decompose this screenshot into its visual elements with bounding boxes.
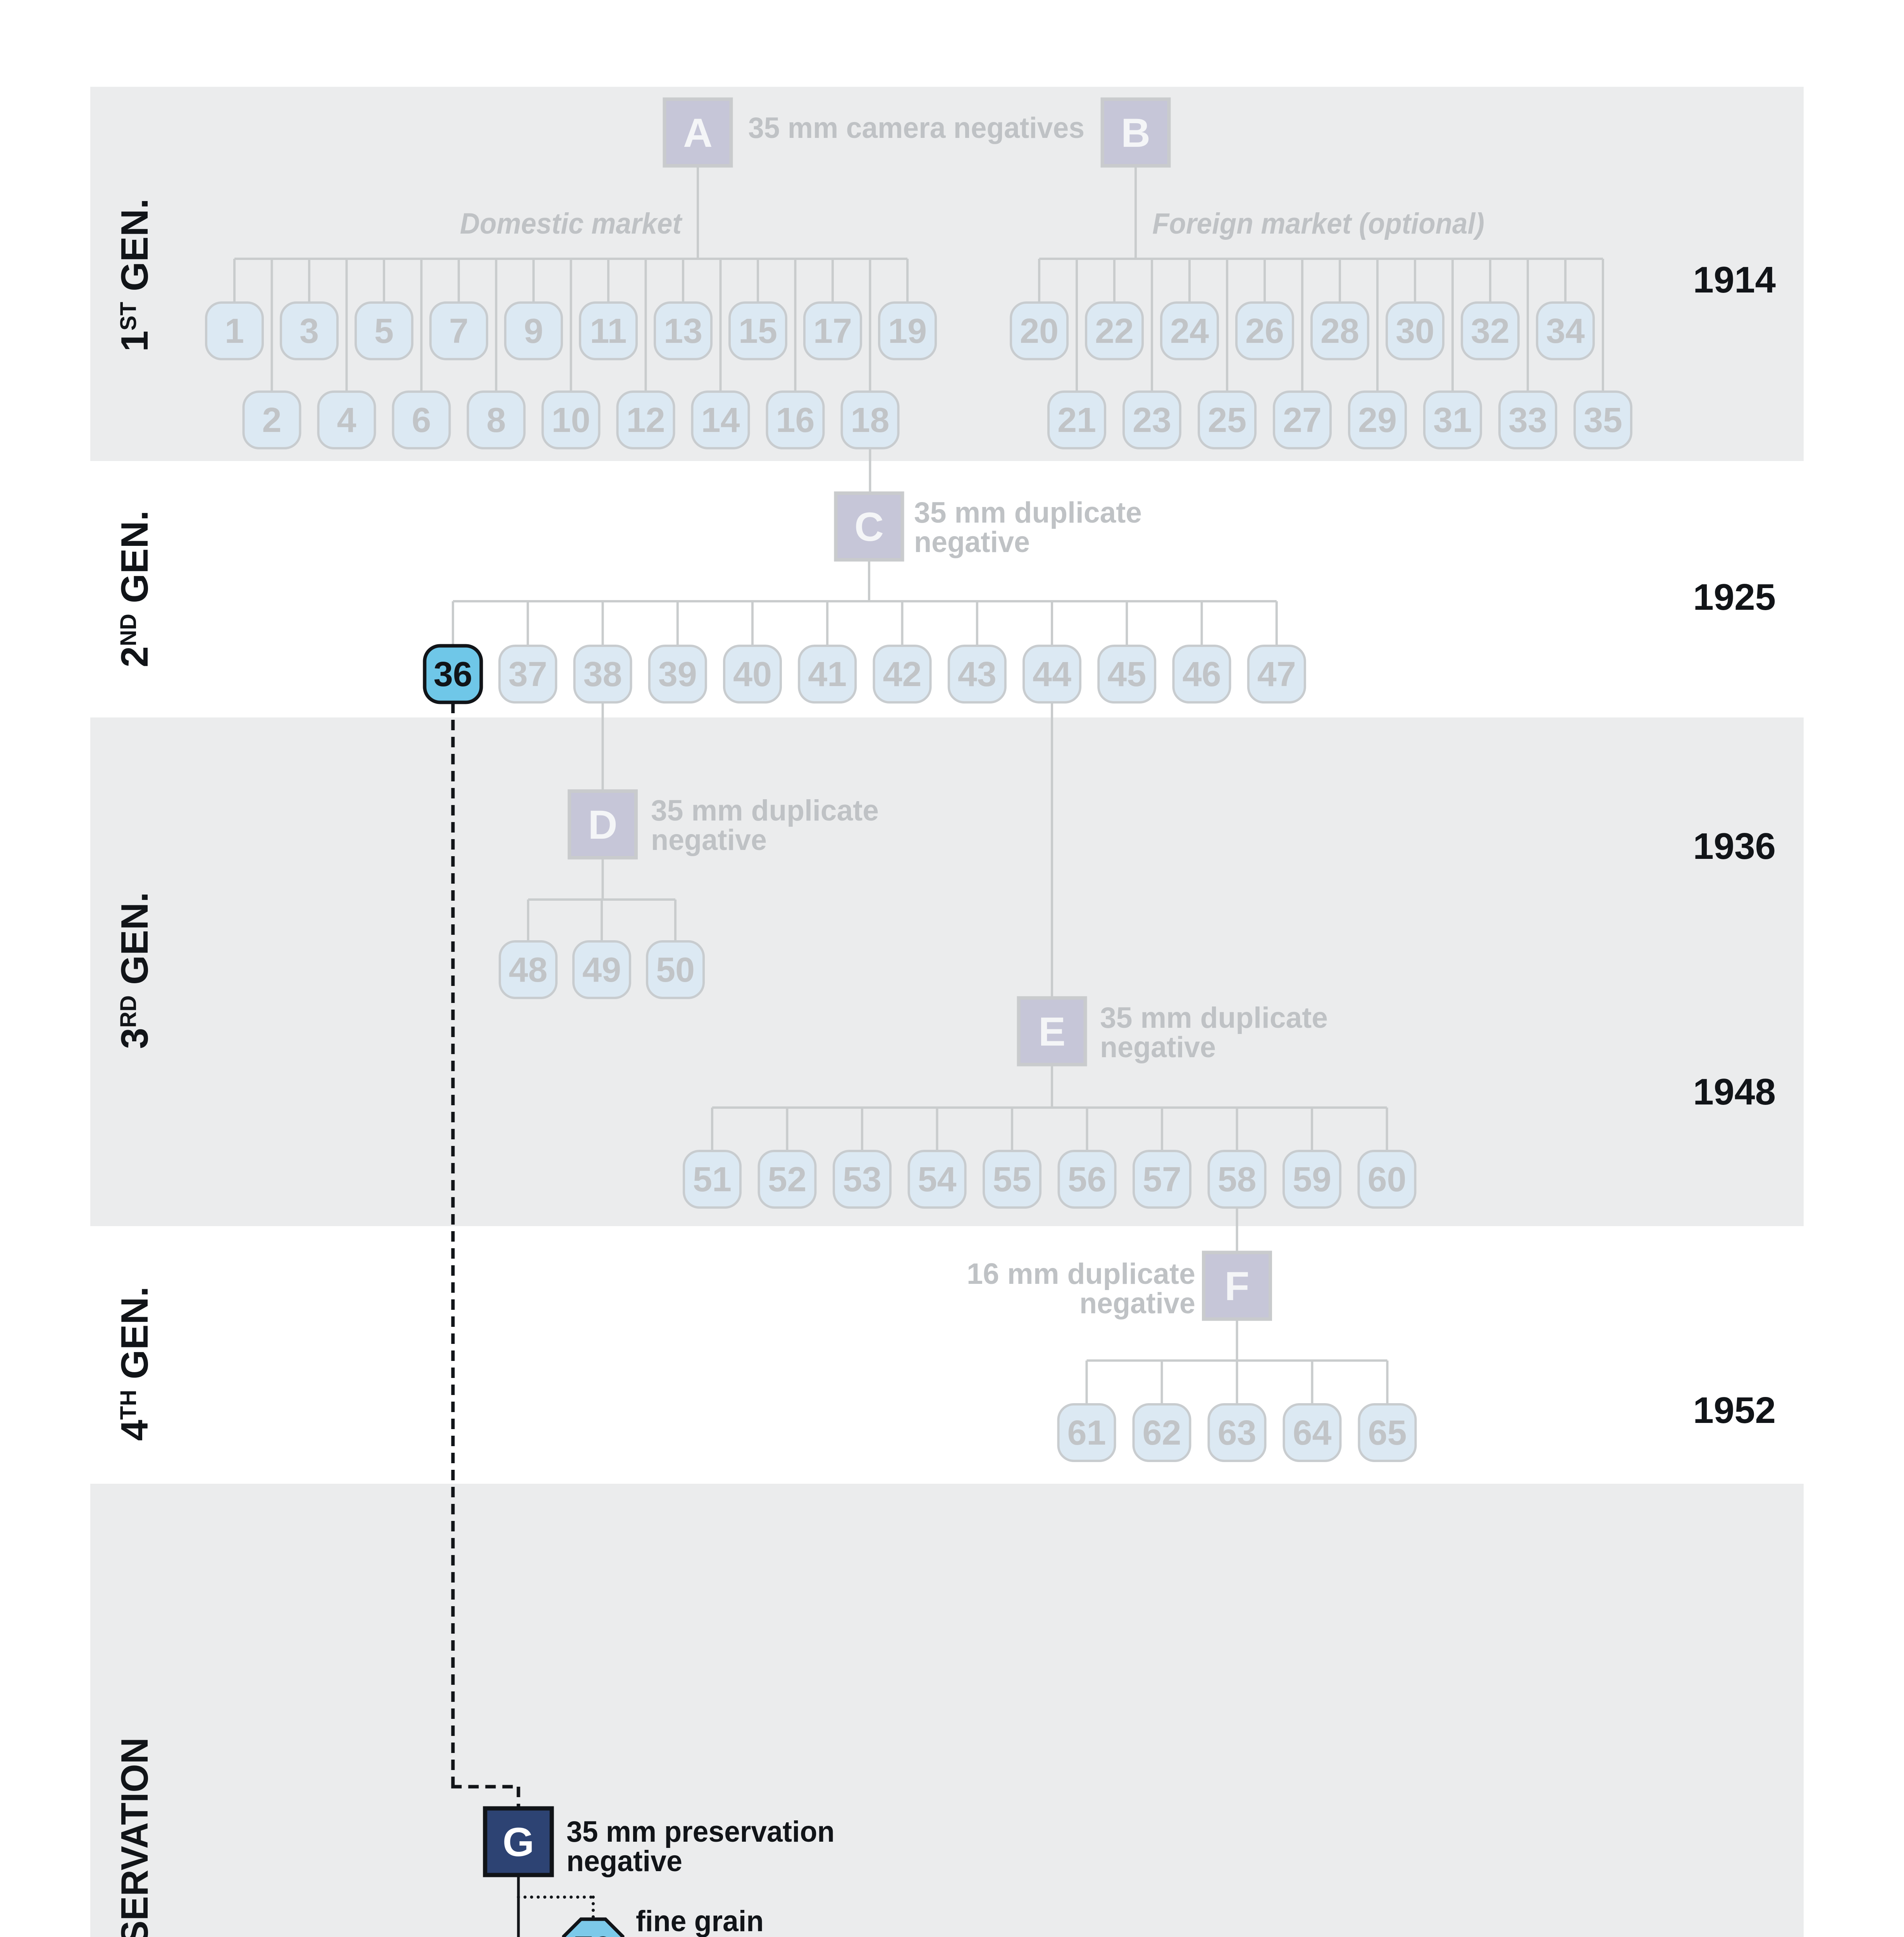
svg-text:8: 8 [486, 401, 506, 440]
svg-text:fine grain: fine grain [636, 1905, 764, 1937]
svg-text:23: 23 [1133, 401, 1171, 440]
svg-text:40: 40 [733, 655, 772, 694]
svg-text:58: 58 [1217, 1160, 1256, 1199]
svg-text:43: 43 [958, 655, 997, 694]
svg-text:18: 18 [850, 401, 889, 440]
svg-text:negative: negative [1100, 1031, 1216, 1064]
svg-text:1914: 1914 [1693, 259, 1776, 301]
svg-text:35 mm duplicate: 35 mm duplicate [1100, 1001, 1328, 1034]
svg-text:27: 27 [1283, 401, 1322, 440]
svg-text:C: C [854, 504, 884, 550]
svg-text:38: 38 [583, 655, 622, 694]
svg-text:F: F [1224, 1264, 1249, 1309]
svg-text:44: 44 [1033, 655, 1071, 694]
svg-text:30: 30 [1396, 312, 1434, 351]
svg-text:G: G [503, 1820, 534, 1865]
svg-text:6: 6 [411, 401, 431, 440]
svg-text:22: 22 [1095, 312, 1134, 351]
svg-text:Domestic market: Domestic market [460, 207, 683, 240]
svg-text:16 mm duplicate: 16 mm duplicate [967, 1258, 1195, 1290]
svg-text:48: 48 [509, 951, 547, 989]
svg-text:51: 51 [693, 1160, 732, 1199]
svg-text:3RD GEN.: 3RD GEN. [113, 892, 156, 1049]
svg-text:11: 11 [590, 312, 627, 351]
svg-text:34: 34 [1546, 312, 1585, 351]
svg-text:9: 9 [524, 312, 543, 351]
svg-text:24: 24 [1170, 312, 1209, 351]
svg-text:16: 16 [776, 401, 814, 440]
svg-text:28: 28 [1320, 312, 1359, 351]
svg-text:37: 37 [508, 655, 547, 694]
svg-text:negative: negative [1079, 1287, 1195, 1320]
svg-text:1952: 1952 [1693, 1390, 1776, 1431]
svg-text:21: 21 [1057, 401, 1096, 440]
svg-text:1936: 1936 [1693, 826, 1776, 867]
svg-text:49: 49 [582, 951, 621, 989]
svg-text:Foreign market (optional): Foreign market (optional) [1152, 207, 1484, 240]
svg-text:14: 14 [701, 401, 740, 440]
svg-text:4: 4 [337, 401, 356, 440]
svg-text:3: 3 [300, 312, 319, 351]
svg-text:2: 2 [262, 401, 281, 440]
svg-text:1948: 1948 [1693, 1071, 1776, 1113]
svg-text:60: 60 [1367, 1160, 1406, 1199]
svg-text:10: 10 [551, 401, 590, 440]
svg-text:negative: negative [651, 824, 767, 857]
svg-text:31: 31 [1433, 401, 1472, 440]
svg-text:26: 26 [1245, 312, 1284, 351]
svg-text:33: 33 [1508, 401, 1547, 440]
svg-text:negative: negative [914, 526, 1030, 559]
svg-text:E: E [1038, 1009, 1066, 1055]
svg-text:B: B [1121, 110, 1150, 156]
svg-text:46: 46 [1182, 655, 1221, 694]
svg-text:19: 19 [888, 312, 927, 351]
svg-text:13: 13 [664, 312, 702, 351]
svg-text:35 mm duplicate: 35 mm duplicate [651, 794, 879, 827]
svg-text:47: 47 [1257, 655, 1296, 694]
svg-text:70: 70 [574, 1930, 613, 1937]
svg-text:45: 45 [1107, 655, 1146, 694]
svg-text:1: 1 [225, 312, 244, 351]
svg-text:50: 50 [656, 951, 695, 989]
svg-text:57: 57 [1143, 1160, 1181, 1199]
svg-text:62: 62 [1142, 1414, 1181, 1452]
svg-text:53: 53 [843, 1160, 881, 1199]
svg-text:52: 52 [768, 1160, 806, 1199]
svg-text:65: 65 [1368, 1414, 1406, 1452]
svg-text:41: 41 [808, 655, 847, 694]
svg-text:20: 20 [1020, 312, 1059, 351]
svg-text:35: 35 [1584, 401, 1622, 440]
svg-text:64: 64 [1293, 1414, 1331, 1452]
svg-text:master: master [636, 1933, 731, 1937]
svg-text:56: 56 [1067, 1160, 1106, 1199]
svg-text:2ND GEN.: 2ND GEN. [113, 510, 156, 667]
svg-text:63: 63 [1217, 1414, 1256, 1452]
svg-text:54: 54 [918, 1160, 956, 1199]
svg-text:5: 5 [374, 312, 394, 351]
svg-text:D: D [588, 802, 618, 848]
svg-text:1925: 1925 [1693, 576, 1776, 618]
svg-text:32: 32 [1471, 312, 1510, 351]
svg-text:59: 59 [1293, 1160, 1331, 1199]
svg-text:61: 61 [1067, 1414, 1106, 1452]
svg-text:negative: negative [566, 1845, 682, 1878]
svg-text:36: 36 [434, 655, 472, 694]
svg-text:PRESERVATION: PRESERVATION [113, 1737, 156, 1937]
svg-text:A: A [683, 110, 713, 156]
svg-text:15: 15 [739, 312, 777, 351]
svg-text:29: 29 [1358, 401, 1397, 440]
svg-text:7: 7 [449, 312, 468, 351]
svg-text:12: 12 [626, 401, 665, 440]
svg-text:25: 25 [1208, 401, 1246, 440]
svg-text:35 mm preservation: 35 mm preservation [566, 1815, 835, 1848]
svg-text:35 mm camera negatives: 35 mm camera negatives [748, 112, 1085, 145]
svg-text:17: 17 [813, 312, 852, 351]
svg-text:55: 55 [993, 1160, 1031, 1199]
svg-text:42: 42 [883, 655, 921, 694]
svg-text:35 mm duplicate: 35 mm duplicate [914, 496, 1142, 529]
svg-text:39: 39 [658, 655, 697, 694]
